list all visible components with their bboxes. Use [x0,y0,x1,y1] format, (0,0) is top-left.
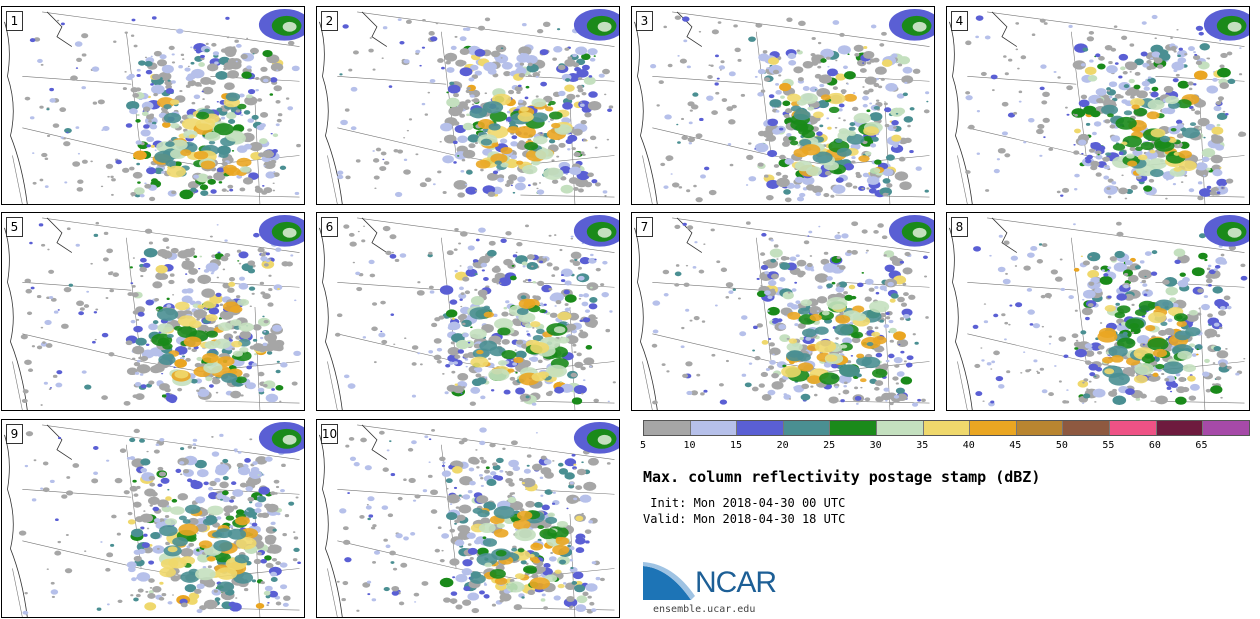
map-field [634,8,934,204]
colorbar-tick-label: 20 [776,440,789,451]
colorbar-tick-label: 25 [823,440,836,451]
colorbar-segment [923,421,971,435]
member-number-label: 10 [321,424,338,444]
member-number-label: 5 [6,217,23,237]
colorbar-segment [830,421,878,435]
ncar-swoosh-icon [643,562,695,600]
logo-wordmark: NCAR [695,566,777,599]
colorbar-segment [1063,421,1111,435]
reflectivity-colorbar [643,420,1250,436]
map-field [319,421,619,617]
member-number-label: 4 [951,11,968,31]
init-time: Init: Mon 2018-04-30 00 UTC [643,496,846,510]
ensemble-member-panel: 10 [316,419,620,618]
colorbar-segment [970,421,1017,435]
ensemble-member-panel: 3 [631,6,935,205]
ensemble-member-panel: 4 [946,6,1250,205]
figure-title: Max. column reflectivity postage stamp (… [643,468,1041,486]
member-number-label: 7 [636,217,653,237]
colorbar-segment [737,421,784,435]
colorbar-segment [783,421,831,435]
map-field [634,214,934,410]
colorbar-segment [1156,421,1204,435]
colorbar-tick-label: 50 [1055,440,1068,451]
colorbar-segment [1110,421,1157,435]
member-number-label: 9 [6,424,23,444]
ensemble-member-panel: 7 [631,212,935,411]
map-field [949,8,1249,204]
colorbar-tick-label: 40 [962,440,975,451]
colorbar-tick-label: 15 [730,440,743,451]
ncar-logo: NCAR ensemble.ucar.edu [643,562,793,618]
colorbar-segment [644,421,691,435]
colorbar-tick-label: 10 [683,440,696,451]
colorbar-tick-label: 55 [1102,440,1115,451]
map-field [4,421,304,617]
member-number-label: 2 [321,11,338,31]
colorbar-segment [690,421,738,435]
logo-url: ensemble.ucar.edu [653,604,756,615]
map-field [4,8,304,204]
map-field [319,8,619,204]
colorbar-tick-label: 45 [1009,440,1022,451]
colorbar-tick-label: 60 [1148,440,1161,451]
ensemble-member-panel: 5 [1,212,305,411]
valid-time: Valid: Mon 2018-04-30 18 UTC [643,512,846,526]
ensemble-member-panel: 6 [316,212,620,411]
member-number-label: 1 [6,11,23,31]
colorbar-segment [1203,421,1249,435]
colorbar-segment [1016,421,1064,435]
member-number-label: 6 [321,217,338,237]
ensemble-member-panel: 9 [1,419,305,618]
ensemble-member-panel: 8 [946,212,1250,411]
colorbar-tick-label: 5 [639,440,647,451]
map-field [949,214,1249,410]
ensemble-member-panel: 2 [316,6,620,205]
member-number-label: 8 [951,217,968,237]
map-field [4,214,304,410]
colorbar-tick-label: 35 [916,440,929,451]
colorbar-tick-label: 65 [1195,440,1208,451]
map-field [319,214,619,410]
member-number-label: 3 [636,11,653,31]
colorbar-segment [877,421,924,435]
colorbar-tick-label: 30 [869,440,882,451]
ensemble-member-panel: 1 [1,6,305,205]
